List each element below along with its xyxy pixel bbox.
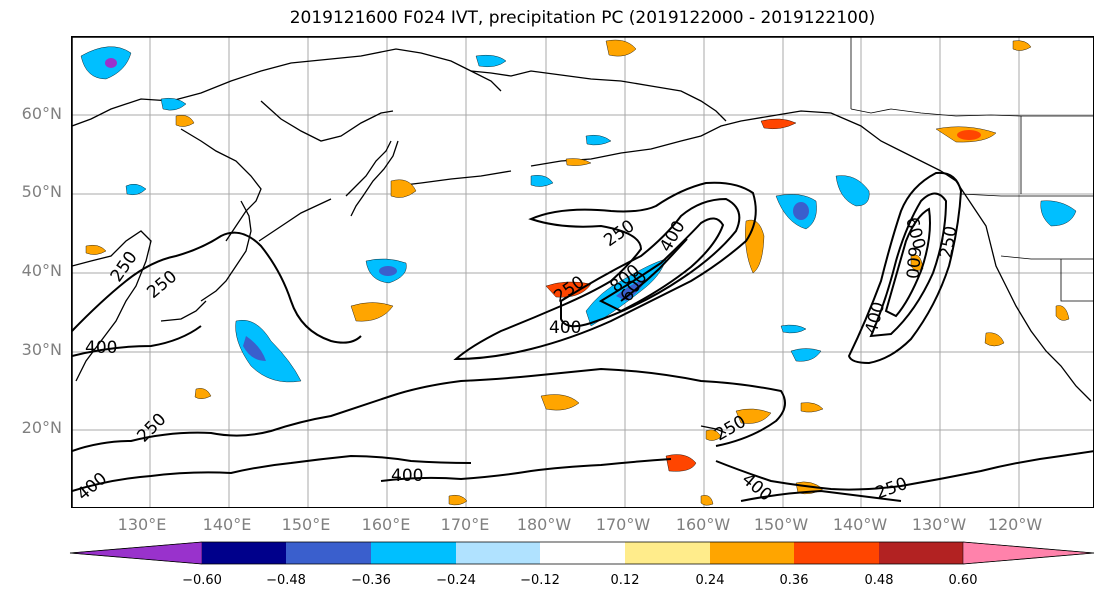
colorbar-swatch [202,542,286,564]
lat-label-50n: 50°N [21,182,62,201]
lon-label-140e: 140°E [202,515,252,534]
contour-label: 400 [391,466,423,486]
lon-label-130e: 130°E [117,515,167,534]
lon-label-150e: 150°E [281,515,331,534]
colorbar-tick: 0.48 [864,573,894,588]
lat-label-30n: 30°N [21,340,62,359]
coastlines [72,48,1092,434]
colorbar-tick: −0.24 [436,573,476,588]
colorbar-swatch [286,542,371,564]
colorbar-tick: −0.60 [182,573,222,588]
contour-label: 250 [133,409,170,446]
colorbar-swatch [625,542,710,564]
colorbar-swatch-upper-extend [962,541,1095,565]
contour-label: 250 [873,474,910,504]
lon-label-130w: 130°W [911,515,967,534]
colorbar-swatch [456,542,540,564]
lat-label-20n: 20°N [21,418,62,437]
lat-label-60n: 60°N [21,104,62,123]
graticule [72,37,1093,507]
colorbar-tick: 0.24 [695,573,725,588]
contour-label: 600 [901,246,924,280]
contour-labels: 250 250 400 250 250 400 400 400 250 600 … [73,215,961,506]
contour-label: 400 [73,469,111,505]
map-title: 2019121600 F024 IVT, precipitation PC (2… [289,8,876,28]
colorbar-swatch-lower-extend [69,541,203,565]
contour-label: 250 [936,224,961,259]
colorbar-tick: −0.12 [520,573,560,588]
contour-label: 400 [862,300,890,337]
map-canvas: 250 250 400 250 250 400 400 400 250 600 … [72,37,1093,507]
colorbar-tick: 0.12 [610,573,640,588]
lon-label-160e: 160°E [361,515,411,534]
colorbar-swatch [540,542,625,564]
colorbar-tick: −0.48 [266,573,306,588]
colorbar-swatch [879,542,963,564]
contour-label: 400 [85,338,117,358]
contour-label: 250 [107,248,142,286]
colorbar-tick: −0.36 [351,573,391,588]
lon-label-160w: 160°W [675,515,731,534]
lon-label-170w: 170°W [595,515,651,534]
lon-label-150w: 150°W [753,515,809,534]
colorbar [69,541,1095,565]
lat-label-40n: 40°N [21,261,62,280]
lon-label-140w: 140°W [832,515,888,534]
contour-label: 400 [656,217,690,255]
contour-label: 400 [549,318,581,338]
contour-label: 250 [143,267,181,303]
colorbar-tick: 0.60 [948,573,978,588]
lon-label-170e: 170°E [440,515,490,534]
contour-label: 250 [600,216,638,251]
lon-label-180w: 180°W [516,515,572,534]
colorbar-swatch [371,542,456,564]
borders [850,37,1093,302]
map-panel: 250 250 400 250 250 400 400 400 250 600 … [71,36,1094,508]
colorbar-tick: 0.36 [779,573,809,588]
colorbar-swatch [710,542,794,564]
precip-shading [80,39,1077,506]
ivt-contours [72,171,1093,502]
colorbar-swatch [794,542,879,564]
lon-label-120w: 120°W [987,515,1043,534]
